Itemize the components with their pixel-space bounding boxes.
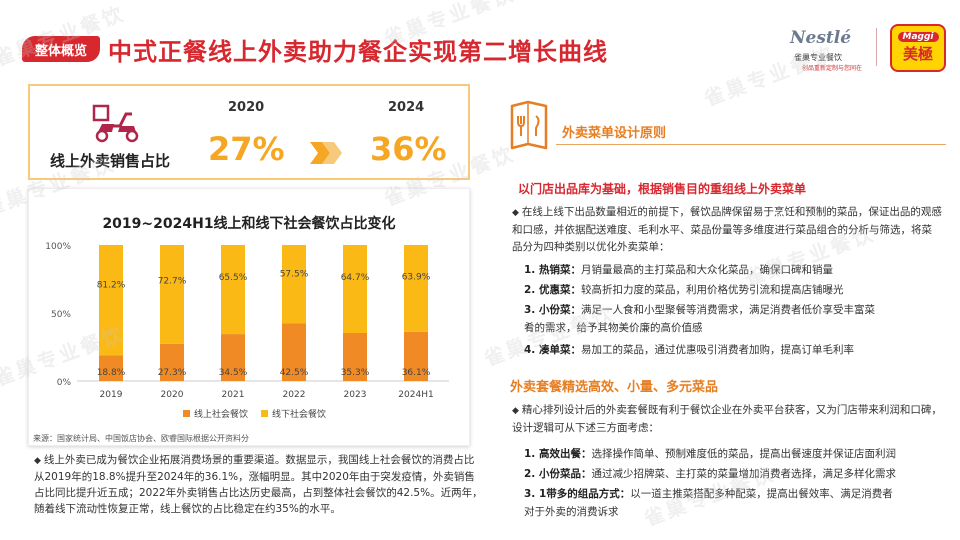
bar-online [160,343,184,381]
data-label: 36.1% [402,368,431,378]
x-tick-label: 2020 [161,390,184,400]
list-item-key: 3. 小份菜： [524,304,581,316]
stat-year-2020: 2020 [228,100,265,115]
chart-title: 2019~2024H1线上和线下社会餐饮占比变化 [102,216,396,232]
bar-offline [343,245,367,333]
data-label: 42.5% [280,368,309,378]
maggi-logo-name: Maggi [897,32,939,42]
data-label: 57.5% [280,269,309,279]
list-item: 3. 1带多的组品方式：以一道主推菜搭配多种配菜，提高出餐效率、满足消费者 [524,486,944,503]
bar-online [343,332,367,381]
stat-label: 线上外卖销售占比 [50,152,171,170]
list-item: 1. 热销菜：月销量最高的主打菜品和大众化菜品，确保口碑和销量 [524,262,944,279]
delivery-scooter-icon [92,104,139,143]
bar-online [404,331,428,381]
list-item-value: 月销量最高的主打菜品和大众化菜品，确保口碑和销量 [580,264,833,276]
menu-design-principles-heading: 外卖菜单设计原则 [562,126,667,141]
list-item-key: 2. 小份菜品： [524,468,592,480]
x-tick-label: 2023 [344,390,367,400]
data-label: 81.2% [97,281,126,291]
y-tick-label: 50% [51,310,71,320]
x-tick-label: 2019 [100,390,123,400]
data-label: 27.3% [158,368,187,378]
bar-offline [282,245,306,324]
heading-underline [556,144,946,145]
list-item-value: 以一道主推菜搭配多种配菜，提高出餐效率、满足消费者 [630,488,893,500]
double-arrow-icon [310,142,342,164]
data-label: 64.7% [341,273,370,283]
set-meal-paragraph-text: 精心排列设计后的外卖套餐既有利于餐饮企业在外卖平台获客，又为门店带来利润和口碑，… [512,404,942,434]
legend-swatch [261,410,268,417]
y-tick-label: 100% [45,242,71,252]
bar-offline [221,245,245,335]
maggi-logo-cn: 美極 [902,45,933,63]
online-share-stat-box: 线上外卖销售占比 2020 27% 2024 36% [28,84,470,180]
data-label: 63.9% [402,272,431,282]
set-meal-paragraph: ◆ 精心排列设计后的外卖套餐既有利于餐饮企业在外卖平台获客，又为门店带来利润和口碑… [512,402,942,437]
list-item-key: 3. 1带多的组品方式： [524,488,631,500]
list-item-value: 易加工的菜品，通过优惠吸引消费者加购，提高订单毛利率 [580,344,854,356]
list-item-value: 满足一人食和小型聚餐等消费需求，满足消费者低价享受丰富菜 [580,304,875,316]
list-item-key: 4. 凑单菜： [524,344,581,356]
chart-canvas: 0% 50% 100% 18.8% 81.2% 2019 27.3% 72.7% 2020 34.… [45,242,449,420]
data-label: 35.3% [341,368,370,378]
bar-online [282,323,306,381]
chart-source: 来源：国家统计局、中国饭店协会、欧睿国际根据公开资料分 [33,434,249,443]
menu-reorganize-subheading: 以门店出品库为基础，根据销售目的重组线上外卖菜单 [518,182,807,196]
bullet-diamond-icon: ◆ [512,208,519,218]
legend-swatch [183,410,190,417]
bullet-diamond-icon: ◆ [512,406,519,416]
list-item: 肴的需求，给予其物美价廉的高价值感 [524,320,944,337]
legend-label: 线上社会餐饮 [194,408,248,420]
list-item-key: 1. 热销菜： [524,264,581,276]
legend-label: 线下社会餐饮 [272,408,326,420]
bar-offline [160,245,184,344]
nestle-logo: Nestlé 雀巢专业餐饮 创品重新定制与您同在 [782,22,863,72]
list-item-value: 选择操作简单、预制难度低的菜品，提高出餐速度并保证店面利润 [591,448,896,460]
stat-year-2024: 2024 [388,100,425,115]
nestle-logo-subtitle: 雀巢专业餐饮 [794,53,842,62]
stat-value-2020: 27% [208,130,285,168]
list-item: 2. 优惠菜：较高折扣力度的菜品，利用价格优势引流和提高店铺曝光 [524,282,944,299]
list-item: 1. 高效出餐：选择操作简单、预制难度低的菜品，提高出餐速度并保证店面利润 [524,446,944,463]
bar-online [221,334,245,381]
list-item: 2. 小份菜品：通过减少招牌菜、主打菜的菜量增加消费者选择，满足多样化需求 [524,466,944,483]
list-item: 4. 凑单菜：易加工的菜品，通过优惠吸引消费者加购，提高订单毛利率 [524,342,944,359]
logo-divider [876,28,877,66]
online-offline-share-chart: 0% 50% 100% 18.8% 81.2% 2019 27.3% 72.7% 2020 34.… [28,188,470,446]
page-title: 中式正餐线上外卖助力餐企实现第二增长曲线 [108,38,608,66]
bar-offline [99,245,123,356]
section-badge: 整体概览 [22,36,100,62]
x-tick-label: 2021 [222,390,245,400]
list-item-value: 较高折扣力度的菜品，利用价格优势引流和提高店铺曝光 [580,284,844,296]
list-item-value: 通过减少招牌菜、主打菜的菜量增加消费者选择，满足多样化需求 [591,468,896,480]
data-label: 72.7% [158,277,187,287]
menu-reorganize-paragraph: ◆ 在线上线下出品数量相近的前提下，餐饮品牌保留易于烹饪和预制的菜品，保证出品的观… [512,204,942,256]
nestle-logo-name: Nestlé [790,28,852,48]
x-tick-label: 2022 [283,390,306,400]
bullet-diamond-icon: ◆ [34,456,41,466]
bar-online [99,355,123,381]
x-tick-label: 2024H1 [398,390,433,400]
data-label: 65.5% [219,273,248,283]
menu-fork-knife-icon [510,100,548,150]
online-share-description: ◆ 线上外卖已成为餐饮企业拓展消费场景的重要渠道。数据显示，我国线上社会餐饮的消费… [34,452,484,517]
list-item: 3. 小份菜：满足一人食和小型聚餐等消费需求，满足消费者低价享受丰富菜 [524,302,944,319]
stat-value-2024: 36% [370,130,447,168]
data-label: 18.8% [97,368,126,378]
online-share-description-text: 线上外卖已成为餐饮企业拓展消费场景的重要渠道。数据显示，我国线上社会餐饮的消费占… [34,454,483,515]
y-tick-label: 0% [57,378,72,388]
list-item-key: 2. 优惠菜： [524,284,581,296]
maggi-logo: Maggi 美極 [890,24,946,72]
menu-reorganize-paragraph-text: 在线上线下出品数量相近的前提下，餐饮品牌保留易于烹饪和预制的菜品，保证出品的观感… [512,206,942,253]
set-meal-subheading: 外卖套餐精选高效、小量、多元菜品 [510,380,719,395]
list-item-value: 肴的需求，给予其物美价廉的高价值感 [524,322,703,334]
bar-offline [404,245,428,332]
list-item-value: 对于外卖的消费诉求 [524,506,619,518]
list-item: 对于外卖的消费诉求 [524,504,944,521]
data-label: 34.5% [219,368,248,378]
nestle-logo-tagline: 创品重新定制与您同在 [802,65,863,72]
list-item-key: 1. 高效出餐： [524,448,592,460]
